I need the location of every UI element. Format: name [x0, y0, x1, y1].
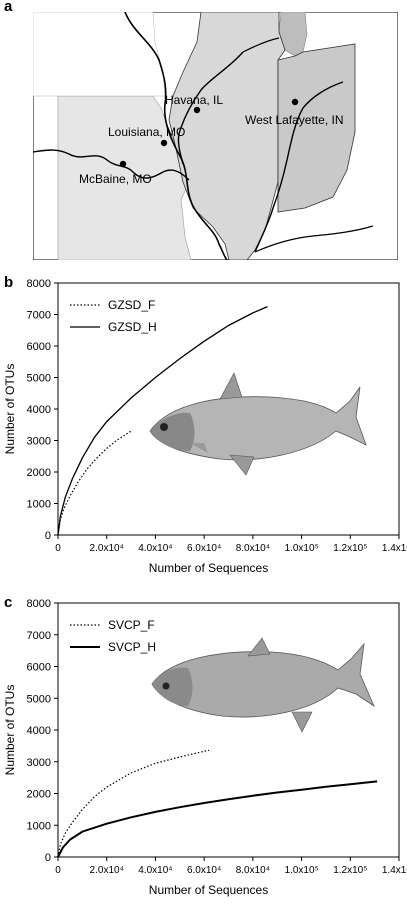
fish-illustration-c — [151, 637, 375, 733]
x-tick-label: 6.0x10⁴ — [187, 543, 221, 554]
y-axis-label: Number of OTUs — [3, 685, 17, 776]
x-tick-label: 2.0x10⁴ — [90, 543, 124, 554]
y-tick-label: 1000 — [27, 499, 51, 511]
series-line-svcp_h — [57, 780, 378, 858]
label-louisiana: Louisiana, MO — [108, 125, 185, 139]
y-axis-label: Number of OTUs — [3, 364, 17, 455]
iowa-region — [32, 11, 166, 97]
label-west-lafayette: West Lafayette, IN — [245, 113, 344, 127]
illinois-river — [177, 51, 244, 165]
y-tick-label: 3000 — [27, 757, 51, 769]
chart-b-svg: 0 1000 2000 3000 4000 5000 6000 7000 8000 0 2.0x10… — [3, 278, 407, 575]
series-line-gzsd_f — [57, 430, 132, 536]
x-tick-label: 4.0x10⁴ — [138, 543, 172, 554]
chart-c-svg: 0 1000 2000 3000 4000 5000 6000 7000 8000 0 2.0x10… — [3, 598, 407, 897]
plot-area: 0 1000 2000 3000 4000 5000 6000 7000 8000 0 2.0x10… — [3, 278, 407, 575]
chart-c: 0 1000 2000 3000 4000 5000 6000 7000 8000 0 2.0x10… — [0, 598, 407, 906]
site-dot-havana — [193, 106, 201, 114]
site-dot-west-lafayette — [291, 98, 299, 106]
y-tick-label: 8000 — [27, 278, 51, 290]
legend-label-svcp_f: SVCP_F — [108, 618, 155, 632]
y-tick-label: 5000 — [27, 373, 51, 385]
y-tick-label: 4000 — [27, 725, 51, 737]
site-dot-louisiana — [160, 139, 168, 147]
x-tick-label: 8.0x10⁴ — [236, 865, 270, 876]
y-tick-label: 7000 — [27, 310, 51, 322]
x-axis-label: Number of Sequences — [149, 561, 268, 575]
x-tick-label: 0 — [55, 865, 61, 876]
ohio-river — [254, 225, 374, 253]
x-tick-label: 8.0x10⁴ — [236, 543, 270, 554]
indiana-state — [277, 43, 356, 213]
legend-label-gzsd_h: GZSD_H — [108, 320, 157, 334]
chart-b: 0 1000 2000 3000 4000 5000 6000 7000 8000 0 2.0x10… — [0, 278, 407, 588]
x-tick-label: 4.0x10⁴ — [138, 865, 172, 876]
y-tick-label: 3000 — [27, 436, 51, 448]
label-mcbaine: McBaine, MO — [79, 172, 152, 186]
legend-label-gzsd_f: GZSD_F — [108, 298, 155, 312]
wabash-river — [254, 81, 344, 253]
x-tick-label: 1.0x10⁵ — [284, 865, 318, 876]
panel-label-c: c — [4, 594, 13, 611]
panel-label-a: a — [4, 0, 13, 15]
x-tick-label: 1.2x10⁵ — [333, 543, 367, 554]
y-tick-label: 7000 — [27, 630, 51, 642]
y-tick-label: 6000 — [27, 341, 51, 353]
y-tick-label: 6000 — [27, 662, 51, 674]
y-tick-label: 4000 — [27, 404, 51, 416]
x-tick-label: 1.4x10⁵ — [382, 865, 407, 876]
y-tick-label: 5000 — [27, 693, 51, 705]
x-axis-label: Number of Sequences — [149, 883, 268, 897]
y-tick-label: 2000 — [27, 789, 51, 801]
x-tick-label: 0 — [55, 543, 61, 554]
x-tick-label: 2.0x10⁴ — [90, 865, 124, 876]
y-tick-label: 2000 — [27, 467, 51, 479]
map-svg: Havana, IL Louisiana, MO West Lafayette,… — [32, 11, 399, 261]
x-tick-label: 1.0x10⁵ — [284, 543, 318, 554]
series-line-svcp_f — [57, 749, 210, 858]
label-havana: Havana, IL — [165, 93, 223, 107]
midwest-map: Havana, IL Louisiana, MO West Lafayette,… — [32, 11, 399, 261]
x-tick-label: 1.4x10⁵ — [382, 543, 407, 554]
y-tick-label: 0 — [45, 530, 51, 542]
plot-area: 0 1000 2000 3000 4000 5000 6000 7000 8000 0 2.0x10… — [3, 598, 407, 897]
y-tick-label: 8000 — [27, 598, 51, 610]
site-dot-mcbaine — [119, 160, 127, 168]
fish-illustration-b — [149, 372, 367, 476]
illinois-river-upper — [242, 37, 280, 53]
legend-label-svcp_h: SVCP_H — [108, 640, 156, 654]
x-tick-label: 1.2x10⁵ — [333, 865, 367, 876]
panel-label-b: b — [4, 274, 14, 291]
x-tick-label: 6.0x10⁴ — [187, 865, 221, 876]
y-tick-label: 1000 — [27, 820, 51, 832]
series-line-gzsd_h — [57, 306, 268, 536]
y-tick-label: 0 — [45, 852, 51, 864]
